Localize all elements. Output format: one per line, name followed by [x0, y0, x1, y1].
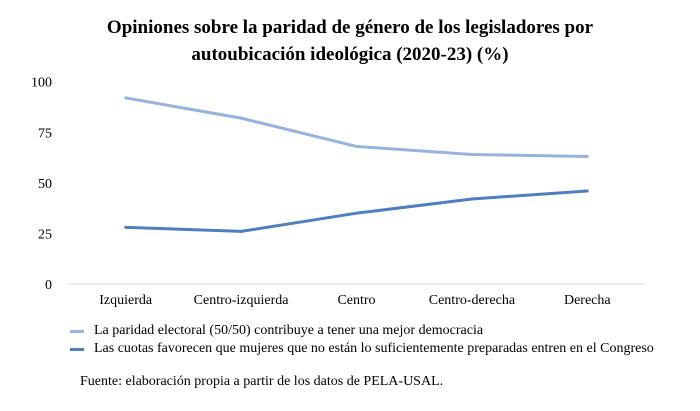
y-tick-label: 100 [31, 76, 52, 91]
y-tick-label: 50 [38, 177, 52, 192]
data-point [355, 144, 358, 148]
legend-swatch-1 [70, 329, 84, 333]
x-tick-label: Centro-izquierda [194, 293, 290, 308]
x-tick-label: Derecha [564, 293, 611, 308]
legend-item-2: Las cuotas favorecen que mujeres que no … [70, 340, 654, 358]
source-note: Fuente: elaboración propia a partir de l… [80, 374, 444, 389]
data-point [124, 225, 128, 229]
data-point [470, 153, 474, 157]
legend: La paridad electoral (50/50) contribuye … [70, 322, 654, 358]
data-point [470, 197, 474, 201]
legend-item-1: La paridad electoral (50/50) contribuye … [70, 322, 654, 340]
data-point [239, 229, 243, 233]
x-tick-label: Izquierda [99, 293, 153, 308]
legend-label-2: Las cuotas favorecen que mujeres que no … [94, 341, 654, 356]
x-tick-label: Centro-derecha [429, 293, 516, 308]
x-tick-label: Centro [337, 293, 375, 308]
line-chart: 0 25 50 75 100 Izquierda Centro-izquierda Centr… [31, 76, 645, 308]
chart-title-line-2: autoubicación ideológica (2020-23) (%) [191, 44, 509, 65]
data-point [585, 155, 589, 159]
legend-label-1: La paridad electoral (50/50) contribuye … [94, 323, 484, 338]
y-tick-label: 75 [38, 126, 52, 141]
y-tick-label: 25 [38, 227, 52, 242]
legend-swatch-2 [70, 347, 84, 351]
data-point [585, 189, 589, 193]
chart-title-line-1: Opiniones sobre la paridad de género de … [106, 17, 594, 38]
series-line-2 [125, 189, 588, 233]
y-tick-label: 0 [45, 278, 52, 293]
data-point [124, 96, 128, 100]
data-point [239, 116, 243, 120]
data-point [355, 211, 358, 215]
chart-title: Opiniones sobre la paridad de género de … [0, 14, 700, 68]
